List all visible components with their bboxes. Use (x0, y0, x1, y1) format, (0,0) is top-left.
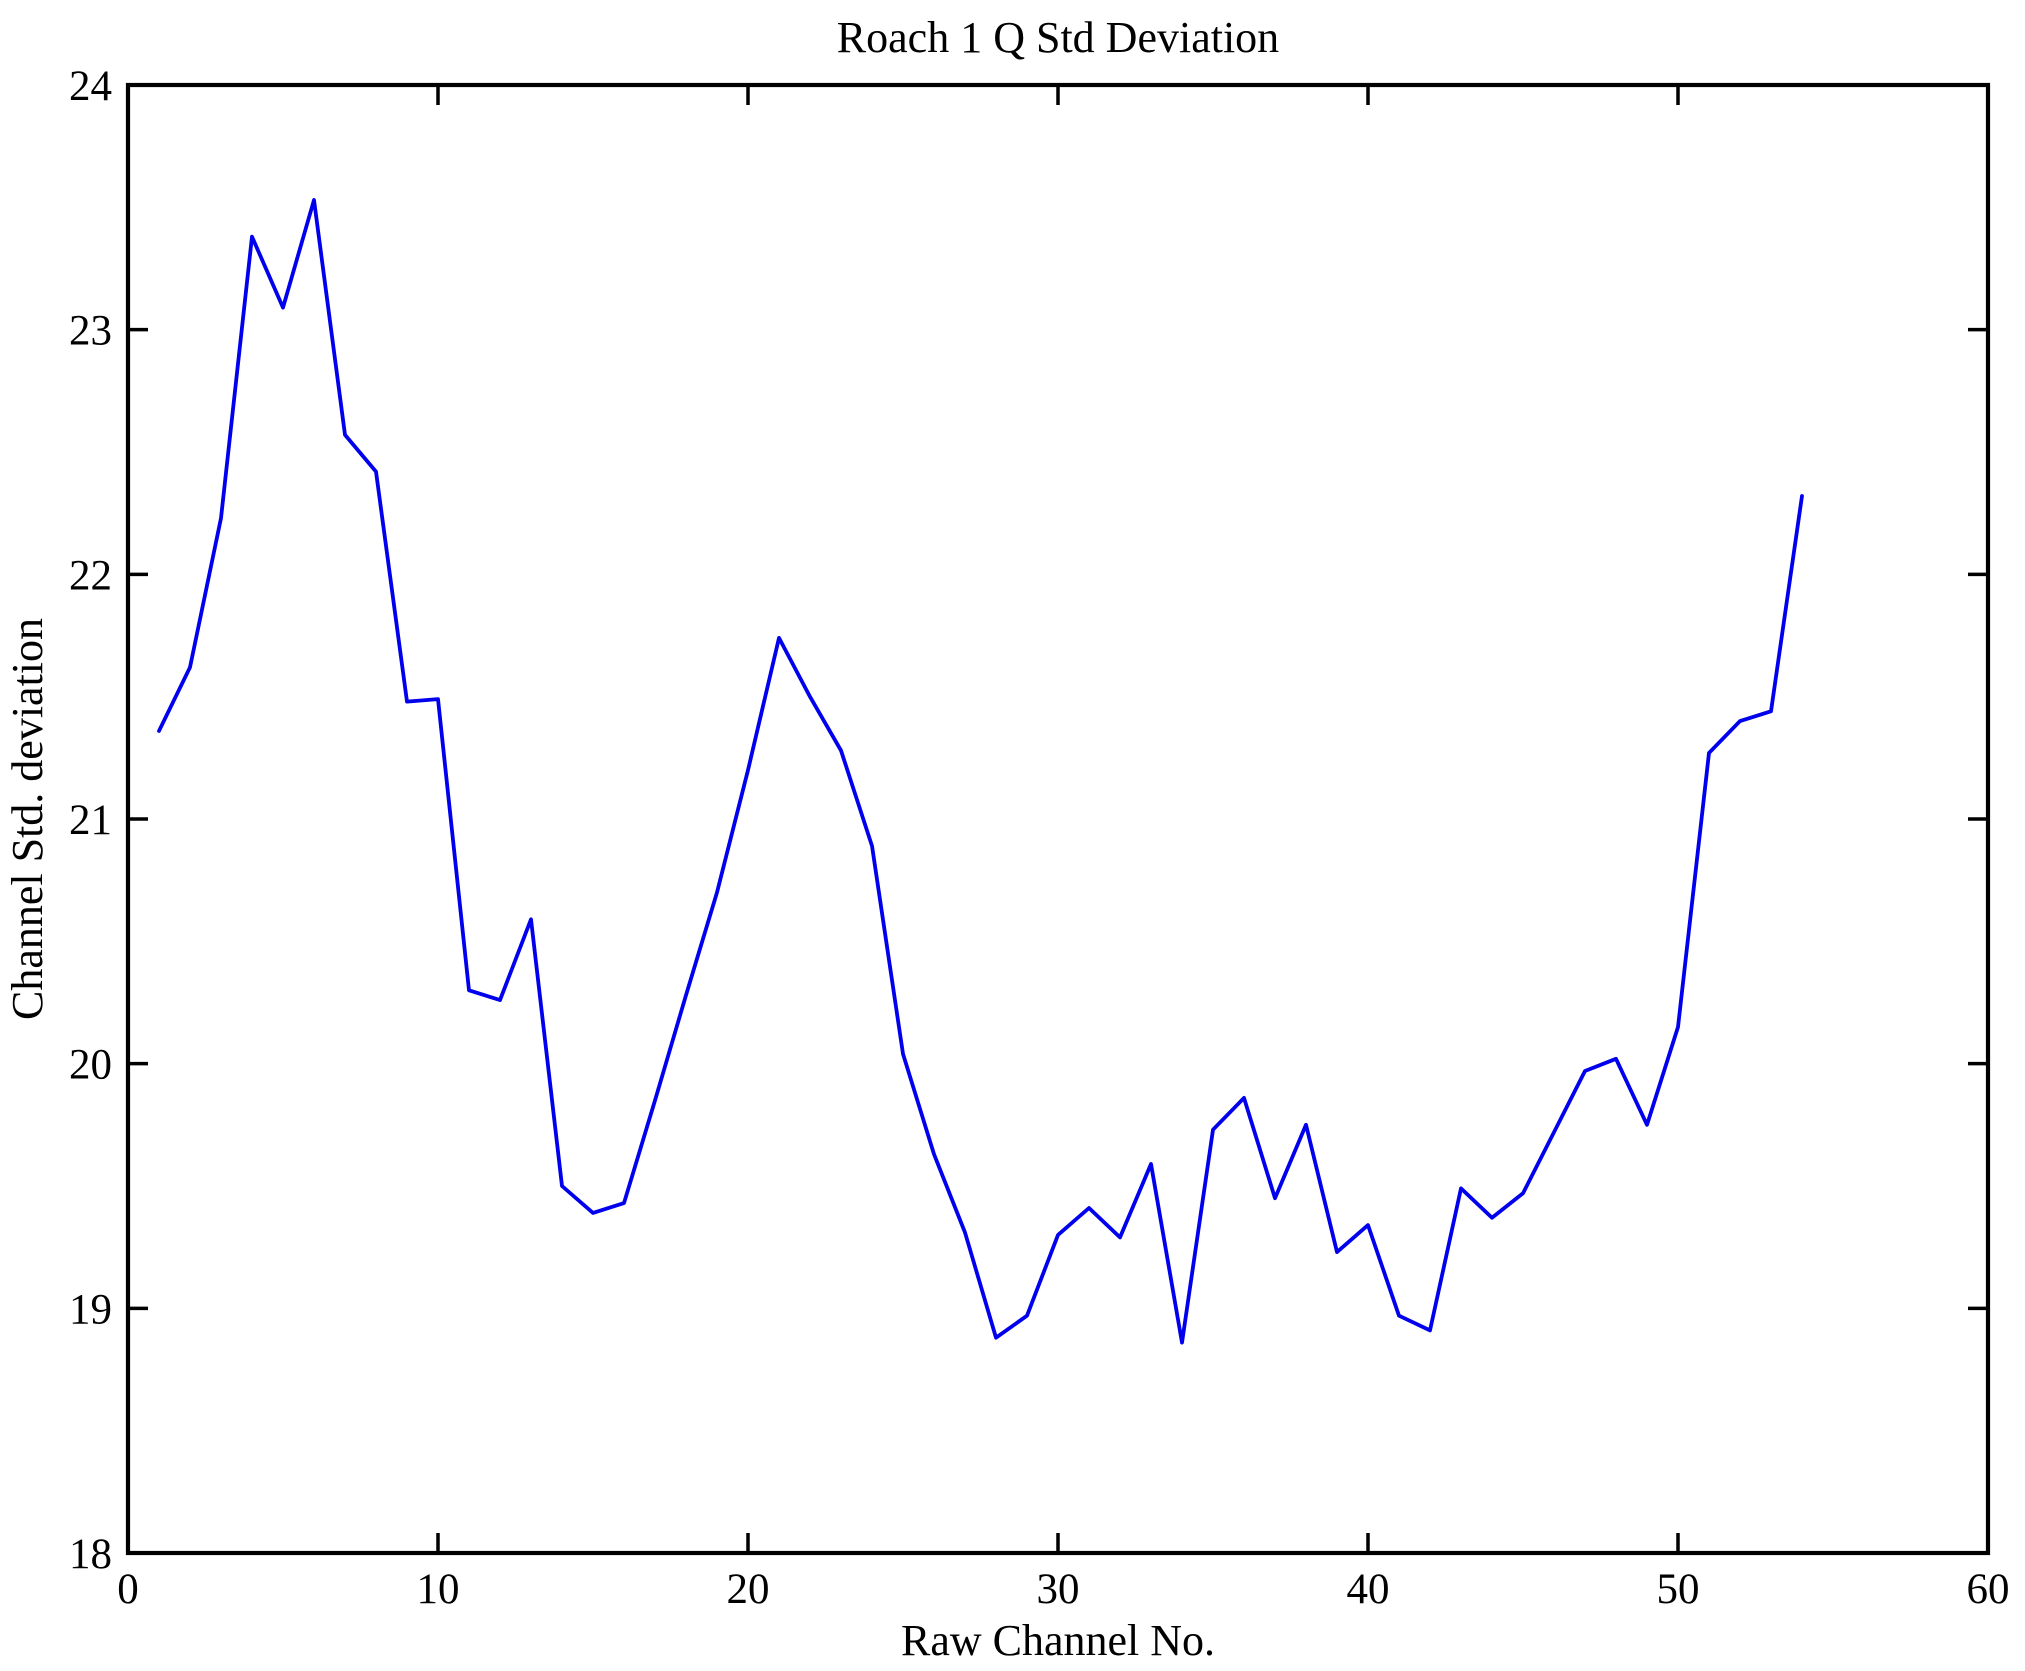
x-tick-label: 20 (727, 1566, 770, 1613)
y-tick-label: 22 (69, 552, 112, 599)
chart-title: Roach 1 Q Std Deviation (837, 13, 1279, 62)
plot-area: 0 10 20 30 40 50 60 18 19 20 21 22 23 24 (69, 63, 2010, 1613)
x-tick-label: 30 (1037, 1566, 1080, 1613)
y-tick-label: 24 (69, 63, 112, 110)
x-axis-label: Raw Channel No. (901, 1616, 1215, 1665)
y-axis-label: Channel Std. deviation (3, 618, 52, 1020)
x-tick-label: 0 (117, 1566, 139, 1613)
x-tick-label: 60 (1967, 1566, 2010, 1613)
y-tick-label: 19 (69, 1286, 112, 1333)
y-tick-label: 23 (69, 308, 112, 355)
x-tick-label: 40 (1347, 1566, 1390, 1613)
y-tick-label: 18 (69, 1531, 112, 1578)
axes-frame (125, 82, 1991, 1556)
y-tick-label: 21 (69, 797, 112, 844)
x-tick-label: 50 (1657, 1566, 1700, 1613)
x-tick-label: 10 (417, 1566, 460, 1613)
y-tick-label: 20 (69, 1042, 112, 1089)
data-line (157, 198, 1804, 1345)
